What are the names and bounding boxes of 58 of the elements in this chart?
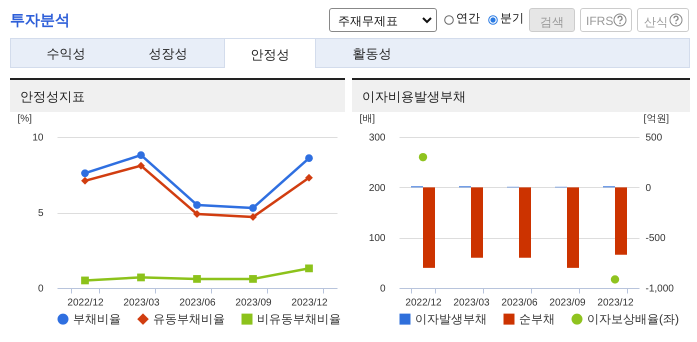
text: 산식: [637, 8, 689, 32]
y2-tick-label: 0: [646, 182, 652, 194]
y-tick-label: 200: [368, 182, 386, 194]
x-tick-label: 2023/06: [179, 298, 216, 308]
y2-tick-label: 500: [646, 132, 663, 144]
point: [305, 174, 313, 182]
point: [81, 276, 89, 284]
y-axis-title: [배]: [360, 114, 376, 124]
point: [249, 275, 257, 283]
text: 연간: [456, 10, 480, 27]
point: [193, 210, 201, 218]
point: [81, 176, 89, 185]
point: [305, 264, 313, 272]
text: 주재무제표: [329, 8, 437, 32]
legend-label: 비유동부채비율: [257, 312, 341, 326]
y-tick-label: 100: [368, 233, 386, 244]
legend-label: 이자보상배율(좌): [587, 312, 679, 326]
x-tick-label: 2023/09: [235, 298, 272, 308]
legend-label: 순부채: [519, 312, 555, 326]
point: [81, 169, 89, 178]
point: [249, 213, 257, 221]
y-tick-label: 10: [32, 132, 44, 144]
y2-axis-title: [억원]: [644, 114, 670, 124]
y2-tick-label: -500: [646, 233, 666, 244]
y-axis-title: [%]: [18, 114, 32, 124]
point: [305, 154, 313, 162]
point: [193, 275, 201, 283]
point: [137, 274, 145, 282]
x-tick-label: 2022/12: [405, 298, 442, 308]
y-tick-label: 0: [38, 284, 44, 294]
x-tick-label: 2023/03: [453, 298, 490, 308]
x-tick-label: 2023/06: [501, 298, 538, 308]
x-tick-label: 2023/12: [291, 298, 328, 308]
y-tick-label: 5: [38, 208, 44, 219]
legend-label: 유동부채비율: [153, 312, 225, 326]
text: 성장성: [148, 45, 188, 63]
chart-title: 안정성지표: [10, 80, 345, 112]
legend-label: 부채비율: [73, 312, 121, 326]
chart-title: 이자비용발생부채: [352, 80, 690, 112]
text: 수익성: [46, 45, 86, 63]
legend-label: 이자발생부채: [415, 312, 487, 326]
point: [137, 151, 145, 159]
x-tick-label: 2023/12: [597, 298, 634, 308]
point: [137, 162, 145, 170]
text: 투자분석: [10, 11, 70, 30]
y-tick-label: 0: [380, 284, 386, 294]
text: IFRS: [580, 8, 632, 32]
text: 활동성: [352, 45, 392, 63]
text: 검색: [529, 8, 575, 32]
point: [249, 204, 257, 212]
y2-tick-label: -1,000: [646, 284, 674, 294]
text: 분기: [500, 10, 524, 27]
x-tick-label: 2023/09: [549, 298, 586, 308]
y-tick-label: 300: [368, 132, 386, 144]
x-tick-label: 2022/12: [67, 298, 104, 308]
text: 안정성: [224, 38, 316, 68]
point: [193, 201, 201, 209]
x-tick-label: 2023/03: [123, 298, 160, 308]
